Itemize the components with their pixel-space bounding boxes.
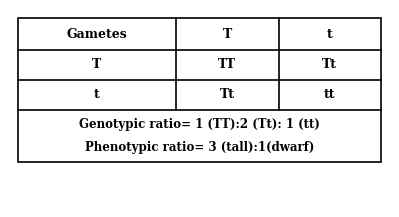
- Text: t: t: [94, 89, 100, 102]
- Text: Tt: Tt: [220, 89, 235, 102]
- Text: Phenotypic ratio= 3 (tall):1(dwarf): Phenotypic ratio= 3 (tall):1(dwarf): [85, 141, 314, 154]
- Text: Gametes: Gametes: [67, 28, 127, 41]
- Text: T: T: [223, 28, 232, 41]
- Text: t: t: [327, 28, 333, 41]
- Text: Tt: Tt: [322, 59, 337, 71]
- Text: TT: TT: [218, 59, 236, 71]
- Bar: [18, 18, 381, 162]
- Text: T: T: [92, 59, 102, 71]
- Text: tt: tt: [324, 89, 336, 102]
- Text: Genotypic ratio= 1 (TT):2 (Tt): 1 (tt): Genotypic ratio= 1 (TT):2 (Tt): 1 (tt): [79, 118, 320, 131]
